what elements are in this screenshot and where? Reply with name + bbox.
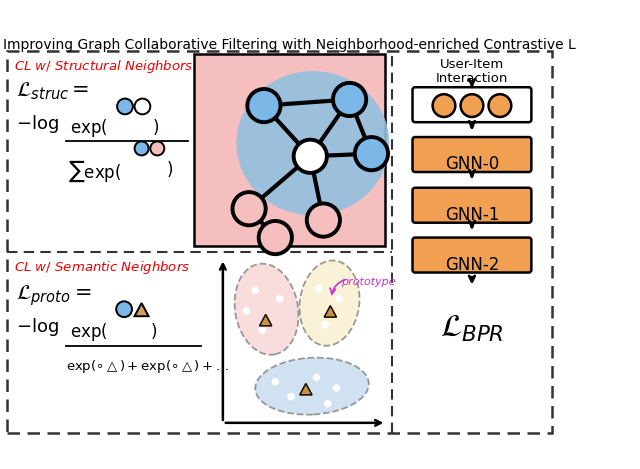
- Text: $\mathcal{L}_{BPR}$: $\mathcal{L}_{BPR}$: [440, 314, 504, 344]
- Text: $)$: $)$: [166, 159, 173, 179]
- Text: $-\log$: $-\log$: [16, 113, 59, 135]
- Text: $\mathrm{exp}($: $\mathrm{exp}($: [70, 321, 108, 343]
- Text: GNN-1: GNN-1: [445, 206, 499, 224]
- Ellipse shape: [300, 260, 360, 346]
- Text: User-Item: User-Item: [440, 59, 504, 71]
- Circle shape: [355, 137, 388, 170]
- Circle shape: [252, 287, 259, 293]
- Text: Improving Graph Collaborative Filtering with Neighborhood-enriched Contrastive L: Improving Graph Collaborative Filtering …: [3, 38, 575, 53]
- Circle shape: [134, 142, 148, 155]
- Circle shape: [333, 385, 340, 391]
- Text: $)$: $)$: [150, 321, 157, 341]
- Ellipse shape: [255, 358, 369, 415]
- Circle shape: [322, 322, 328, 328]
- Circle shape: [324, 401, 331, 407]
- Circle shape: [288, 393, 294, 400]
- Text: $\sum\mathrm{exp}($: $\sum\mathrm{exp}($: [68, 159, 122, 184]
- Text: $\it{CL\ w/\ Structural\ Neighbors}$: $\it{CL\ w/\ Structural\ Neighbors}$: [14, 58, 193, 75]
- Polygon shape: [260, 315, 272, 326]
- Circle shape: [336, 295, 342, 302]
- Circle shape: [247, 89, 280, 122]
- Circle shape: [272, 378, 278, 385]
- Circle shape: [134, 98, 150, 114]
- Circle shape: [116, 302, 132, 317]
- Circle shape: [294, 140, 327, 173]
- Text: $)$: $)$: [152, 117, 159, 137]
- FancyBboxPatch shape: [413, 87, 531, 122]
- Text: prototype: prototype: [341, 277, 396, 287]
- Circle shape: [461, 94, 483, 117]
- Polygon shape: [324, 306, 337, 317]
- Text: GNN-0: GNN-0: [445, 155, 499, 174]
- Circle shape: [243, 308, 250, 314]
- FancyBboxPatch shape: [413, 188, 531, 223]
- Text: Interaction: Interaction: [436, 71, 508, 84]
- Circle shape: [314, 374, 319, 380]
- Circle shape: [259, 327, 265, 333]
- Ellipse shape: [236, 71, 389, 215]
- Text: $\it{CL\ w/\ Semantic\ Neighbors}$: $\it{CL\ w/\ Semantic\ Neighbors}$: [14, 259, 190, 276]
- Circle shape: [259, 221, 292, 254]
- Circle shape: [488, 94, 511, 117]
- Bar: [194, 54, 385, 246]
- Polygon shape: [300, 384, 312, 395]
- Ellipse shape: [235, 264, 298, 355]
- Circle shape: [316, 285, 322, 291]
- Circle shape: [333, 83, 366, 116]
- Circle shape: [276, 295, 283, 302]
- Circle shape: [232, 192, 266, 225]
- Text: $-\log$: $-\log$: [16, 316, 59, 338]
- Polygon shape: [134, 303, 148, 316]
- FancyBboxPatch shape: [413, 137, 531, 172]
- Text: GNN-2: GNN-2: [445, 256, 499, 274]
- Circle shape: [150, 142, 164, 155]
- Text: $\mathrm{exp}(\circ\triangle)+\mathrm{exp}(\circ\triangle)+\ldots$: $\mathrm{exp}(\circ\triangle)+\mathrm{ex…: [67, 358, 229, 375]
- FancyBboxPatch shape: [413, 238, 531, 272]
- Text: $\mathrm{exp}($: $\mathrm{exp}($: [70, 117, 108, 139]
- Circle shape: [433, 94, 455, 117]
- Text: $\mathcal{L}_{proto}=$: $\mathcal{L}_{proto}=$: [16, 283, 92, 308]
- Text: $\mathcal{L}_{struc}=$: $\mathcal{L}_{struc}=$: [16, 80, 89, 102]
- Circle shape: [307, 204, 340, 237]
- Circle shape: [117, 98, 133, 114]
